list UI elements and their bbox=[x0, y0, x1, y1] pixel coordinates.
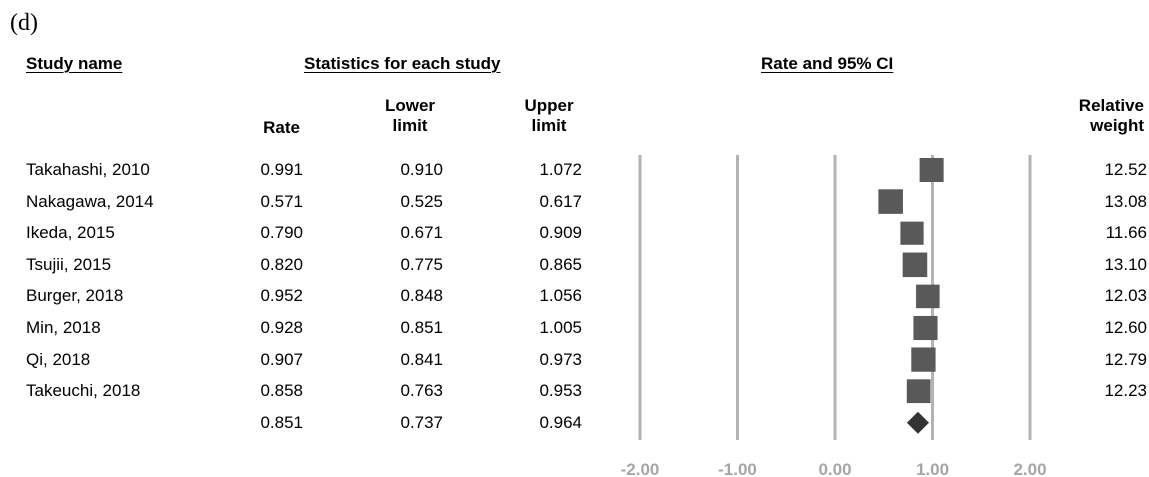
upper-limit-value: 0.953 bbox=[539, 381, 582, 401]
lower-limit-value: 0.775 bbox=[400, 254, 443, 274]
upper-limit-value: 0.909 bbox=[539, 223, 582, 243]
upper-limit-value: 1.072 bbox=[539, 160, 582, 179]
summary-rate-value: 0.851 bbox=[260, 412, 303, 432]
study-name: Min, 2018 bbox=[26, 318, 101, 337]
upper-header-line-1: Upper bbox=[524, 96, 574, 115]
lower-limit-value: 0.848 bbox=[400, 286, 443, 306]
rate-value: 0.858 bbox=[260, 381, 303, 401]
study-name: Ikeda, 2015 bbox=[26, 223, 115, 243]
lower-header-line-1: Lower bbox=[384, 96, 436, 115]
study-name: Tsujii, 2015 bbox=[26, 254, 112, 274]
lower-limit-value: 0.841 bbox=[400, 349, 443, 369]
x-tick-label: 0.00 bbox=[818, 460, 851, 477]
x-tick-label: -1.00 bbox=[718, 460, 757, 477]
rate-ci-header: Rate and 95% CI bbox=[761, 54, 894, 73]
relative-weight-value: 12.52 bbox=[1104, 160, 1147, 179]
weight-header-line-2: weight bbox=[1090, 116, 1144, 135]
panel-label: (d) bbox=[10, 10, 38, 36]
rate-value: 0.991 bbox=[260, 160, 303, 179]
summary-lower-limit-value: 0.737 bbox=[400, 412, 443, 432]
lower-limit-column-header: Lower limit bbox=[360, 96, 460, 136]
rate-value: 0.928 bbox=[260, 318, 303, 337]
study-name: Nakagawa, 2014 bbox=[26, 191, 154, 211]
relative-weight-value: 11.66 bbox=[1105, 223, 1147, 243]
study-name: Takeuchi, 2018 bbox=[26, 381, 141, 401]
relative-weight-value: 12.79 bbox=[1104, 349, 1147, 369]
upper-limit-column-header: Upper limit bbox=[499, 96, 599, 136]
upper-limit-value: 0.865 bbox=[539, 254, 582, 274]
summary-diamond bbox=[906, 411, 929, 434]
rate-value: 0.790 bbox=[260, 223, 303, 243]
upper-limit-value: 0.973 bbox=[539, 349, 582, 369]
rate-value: 0.907 bbox=[260, 349, 303, 369]
study-name: Burger, 2018 bbox=[26, 286, 124, 306]
relative-weight-value: 13.10 bbox=[1104, 254, 1147, 274]
summary-upper-limit-value: 0.964 bbox=[539, 412, 582, 432]
weight-header-line-1: Relative bbox=[1078, 96, 1144, 115]
upper-limit-value: 1.056 bbox=[539, 286, 582, 306]
rate-value: 0.952 bbox=[260, 286, 303, 306]
lower-limit-value: 0.910 bbox=[400, 160, 443, 179]
rate-value: 0.820 bbox=[260, 254, 303, 274]
upper-header-line-2: limit bbox=[531, 116, 567, 135]
upper-limit-value: 0.617 bbox=[539, 191, 582, 211]
lower-limit-value: 0.763 bbox=[400, 381, 443, 401]
study-name: Qi, 2018 bbox=[26, 349, 91, 369]
lower-limit-value: 0.671 bbox=[400, 223, 443, 243]
relative-weight-value: 12.60 bbox=[1104, 318, 1147, 337]
relative-weight-value: 12.03 bbox=[1104, 286, 1147, 306]
upper-limit-value: 1.005 bbox=[539, 318, 582, 337]
lower-limit-value: 0.851 bbox=[400, 318, 443, 337]
rate-value: 0.571 bbox=[260, 191, 303, 211]
statistics-header: Statistics for each study bbox=[304, 54, 501, 73]
relative-weight-value: 13.08 bbox=[1104, 191, 1147, 211]
study-name-header: Study name bbox=[26, 54, 123, 73]
study-name: Takahashi, 2010 bbox=[26, 160, 150, 179]
relative-weight-column-header: Relative weight bbox=[1040, 96, 1144, 136]
lower-header-line-2: limit bbox=[392, 116, 428, 135]
relative-weight-value: 12.23 bbox=[1104, 381, 1147, 401]
x-tick-label: 1.00 bbox=[916, 460, 949, 477]
lower-limit-value: 0.525 bbox=[400, 191, 443, 211]
x-tick-label: 2.00 bbox=[1013, 460, 1046, 477]
x-tick-label: -2.00 bbox=[621, 460, 660, 477]
rate-column-header: Rate bbox=[263, 118, 300, 137]
